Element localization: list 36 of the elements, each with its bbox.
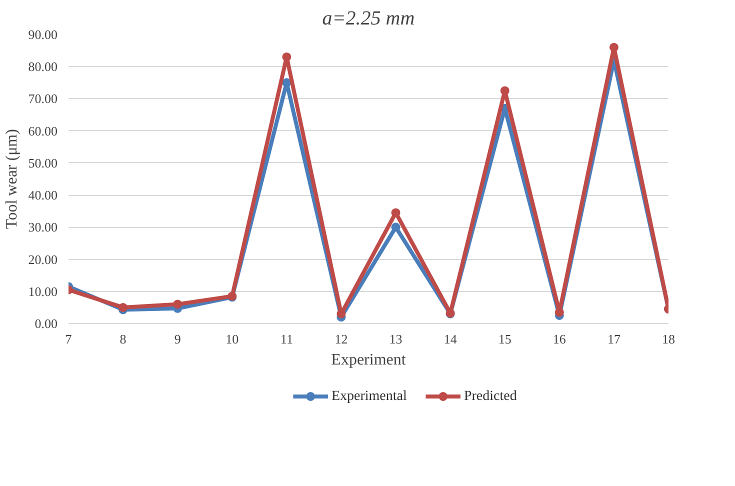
y-tick-label: 50.00: [28, 155, 58, 170]
x-tick-label: 9: [174, 332, 181, 346]
y-tick-label: 60.00: [28, 123, 58, 138]
x-tick-label: 10: [226, 332, 239, 346]
x-tick-label: 7: [65, 332, 72, 346]
point: [391, 208, 400, 218]
point: [118, 302, 128, 312]
x-tick-label: 16: [552, 332, 566, 346]
y-tick-label: 10.00: [28, 284, 58, 299]
x-tick-label: 13: [389, 332, 402, 346]
y-tick-label: 40.00: [28, 188, 58, 203]
x-tick-label: 18: [662, 332, 675, 346]
point: [173, 300, 182, 309]
x-tick-label: 8: [120, 332, 126, 346]
y-tick-label: 30.00: [28, 220, 58, 235]
point: [554, 308, 564, 317]
x-tick-label: 11: [280, 332, 293, 346]
x-tick-label: 14: [444, 332, 458, 346]
point: [336, 309, 346, 318]
x-axis-title: Experiment: [331, 352, 406, 368]
y-tick-label: 90.00: [28, 27, 58, 42]
y-axis-title: Tool wear (μm): [3, 129, 20, 229]
x-tick-label: 17: [607, 332, 621, 346]
chart-title: a=2.25 mm: [322, 8, 415, 30]
point: [609, 42, 618, 52]
point: [391, 222, 400, 232]
legend-label: Predicted: [464, 389, 517, 404]
point: [282, 52, 292, 62]
y-tick-label: 70.00: [28, 91, 58, 106]
x-tick-label: 15: [498, 332, 512, 346]
y-tick-label: 80.00: [28, 59, 58, 74]
y-tick-label: 20.00: [28, 252, 58, 267]
x-tick-label: 12: [334, 332, 348, 346]
legend-label: Experimental: [331, 389, 407, 404]
point: [500, 86, 510, 96]
y-tick-label: 0.00: [34, 316, 58, 331]
